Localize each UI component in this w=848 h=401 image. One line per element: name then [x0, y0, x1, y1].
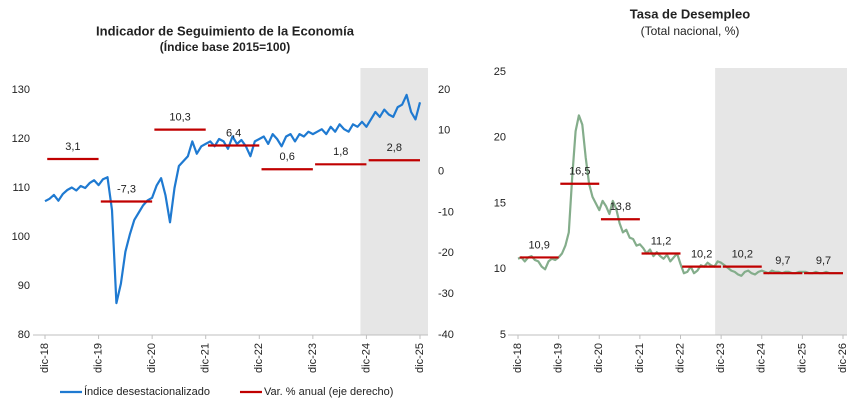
x-tick-label: dic-22 [674, 343, 686, 373]
data-label: 0,6 [280, 151, 295, 163]
y-tick-label: 15 [494, 197, 506, 209]
chart-title: Indicador de Seguimiento de la Economía [96, 23, 355, 38]
x-tick-label: dic-25 [796, 343, 808, 373]
x-tick-label: dic-24 [360, 343, 372, 373]
data-label: 10,9 [528, 239, 549, 251]
data-label: 11,2 [651, 235, 672, 247]
x-tick-label: dic-18 [39, 343, 51, 373]
data-label: 3,1 [65, 141, 80, 153]
y-tick-label: 130 [12, 84, 30, 96]
data-label: -7,3 [117, 183, 136, 195]
shaded-period [715, 68, 847, 335]
y-tick-label: 20 [494, 132, 506, 144]
x-tick-label: dic-23 [307, 343, 319, 373]
x-tick-label: dic-20 [593, 343, 605, 373]
legend-label: Índice desestacionalizado [84, 385, 210, 398]
y2-tick-label: -20 [438, 247, 454, 259]
series-line [44, 93, 422, 305]
x-tick-label: dic-18 [512, 343, 524, 373]
data-label: 2,8 [387, 142, 402, 154]
y-tick-label: 10 [494, 263, 506, 275]
data-label: 13,8 [610, 201, 631, 213]
chart-subtitle: (Índice base 2015=100) [160, 39, 290, 54]
y-tick-label: 120 [12, 133, 30, 145]
x-tick-label: dic-21 [200, 343, 212, 373]
x-tick-label: dic-25 [414, 343, 426, 373]
data-label: 10,3 [169, 112, 190, 124]
y-tick-label: 100 [12, 231, 30, 243]
y-tick-label: 90 [18, 280, 30, 292]
data-label: 1,8 [333, 146, 348, 158]
x-tick-label: dic-19 [553, 343, 565, 373]
y-tick-label: 110 [12, 182, 30, 194]
legend-label: Var. % anual (eje derecho) [264, 386, 393, 398]
x-tick-label: dic-26 [837, 343, 848, 373]
data-label: 10,2 [691, 249, 712, 261]
x-tick-label: dic-22 [253, 343, 265, 373]
data-label: 9,7 [816, 255, 831, 267]
x-tick-label: dic-21 [634, 343, 646, 373]
y-tick-label: 80 [18, 329, 30, 341]
data-label: 10,2 [732, 249, 753, 261]
data-label: 6,4 [226, 127, 241, 139]
y2-tick-label: 20 [438, 84, 450, 96]
x-tick-label: dic-20 [146, 343, 158, 373]
data-label: 9,7 [775, 255, 790, 267]
y2-tick-label: 10 [438, 125, 450, 137]
chart-subtitle: (Total nacional, %) [641, 24, 740, 38]
y-tick-label: 25 [494, 66, 506, 78]
y-tick-label: 5 [500, 329, 506, 341]
data-label: 16,5 [569, 166, 590, 178]
y2-tick-label: 0 [438, 166, 444, 178]
series-line [517, 114, 843, 277]
x-tick-label: dic-19 [92, 343, 104, 373]
y2-tick-label: -40 [438, 329, 454, 341]
x-tick-label: dic-23 [715, 343, 727, 373]
x-tick-label: dic-24 [756, 343, 768, 373]
y2-tick-label: -30 [438, 288, 454, 300]
y2-tick-label: -10 [438, 206, 454, 218]
chart-title: Tasa de Desempleo [630, 6, 750, 21]
